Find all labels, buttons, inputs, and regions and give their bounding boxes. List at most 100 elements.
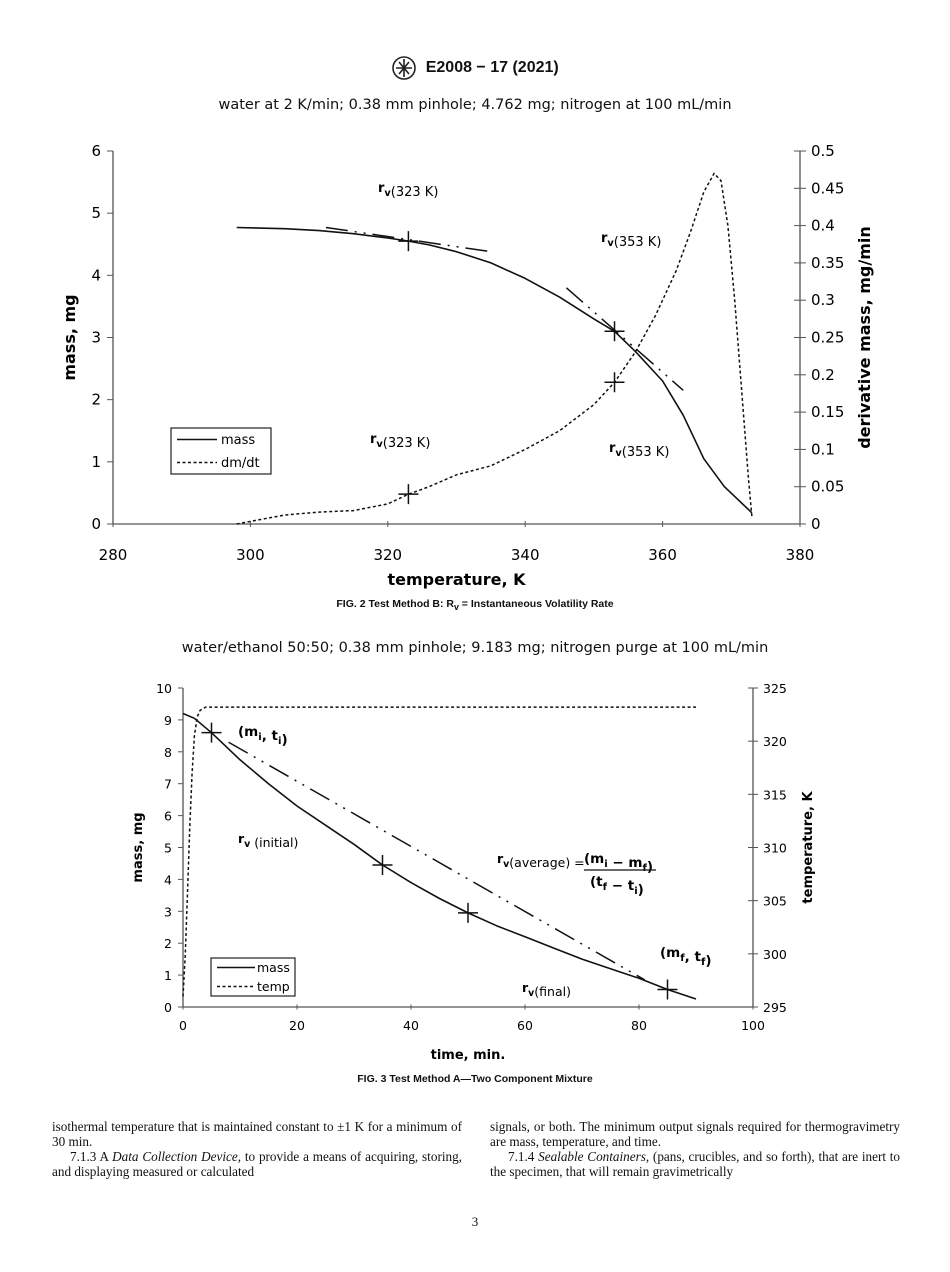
fig2-caption-rest: = Instantaneous Volatility Rate	[458, 598, 614, 610]
x-tick-label: 320	[373, 546, 402, 564]
tangent-line	[565, 287, 684, 391]
annotation-part: r	[609, 441, 616, 456]
annotation-part: v	[503, 859, 509, 870]
annotation-part: (initial)	[250, 835, 298, 850]
text: , (pans, crucibles, and so forth), that …	[490, 1149, 900, 1179]
text: , to provide a means of acquiring, stori…	[52, 1149, 462, 1179]
formula-part: − m	[608, 855, 643, 871]
series-line-mass	[182, 712, 697, 1000]
fig3-chart: 0 20 40 60 80 100 0 1 2 3 4 5 6 7 8 9 10 295 300 305 310 315 3…	[131, 681, 816, 1063]
legend-label: mass	[221, 433, 255, 448]
y-tick-label: 1	[91, 453, 101, 471]
annotation-part: (average) =	[509, 855, 584, 870]
annotation-part: f	[680, 953, 685, 964]
formula-denominator: (tf − ti)	[590, 874, 644, 898]
annotation-part: (m	[238, 724, 258, 740]
x-tick-label: 0	[179, 1018, 187, 1033]
y2-tick-label: 0.35	[811, 254, 844, 272]
y2-tick-label: 295	[763, 1000, 787, 1015]
rv-annotation: rv(353 K)	[601, 231, 661, 250]
body-left-column: isothermal temperature that is maintaine…	[52, 1119, 462, 1179]
x-tick-label: 340	[511, 546, 540, 564]
point-annotation: (mi, ti)	[238, 724, 288, 748]
fig2-caption-text: FIG. 2 Test Method B: R	[336, 598, 455, 610]
point-annotation: (mf, tf)	[660, 945, 712, 969]
y-tick-label: 2	[91, 391, 101, 409]
term: Sealable Containers	[538, 1149, 646, 1164]
y-axis-label: mass, mg	[131, 812, 146, 882]
fig2-caption: FIG. 2 Test Method B: Rv = Instantaneous…	[0, 598, 950, 612]
fig2-chart: 280 300 320 340 360 380 0 1 2 3 4 5 6 0 0.05 0.1 0.15 0.2…	[60, 142, 874, 589]
astm-logo-icon	[392, 56, 417, 80]
annotation-part: (353 K)	[614, 235, 662, 250]
formula-part: )	[638, 882, 644, 898]
y-tick-label: 4	[164, 872, 172, 887]
x-tick-label: 280	[99, 546, 128, 564]
y2-axis-label: temperature, K	[801, 791, 816, 904]
y-tick-label: 1	[164, 968, 172, 983]
formula-part: f	[643, 863, 648, 874]
crosshair-marker	[398, 484, 419, 505]
y-tick-label: 9	[164, 713, 172, 728]
crosshair-marker	[372, 855, 393, 876]
y2-tick-label: 320	[763, 734, 787, 749]
x-axis-label: temperature, K	[388, 570, 527, 589]
annotation-part: r	[497, 851, 504, 866]
y2-tick-label: 0.25	[811, 329, 844, 347]
legend-box	[210, 957, 296, 997]
rv-annotation: rv(final)	[522, 980, 571, 999]
body-paragraph: signals, or both. The minimum output sig…	[490, 1119, 900, 1149]
formula-part: f	[603, 882, 608, 893]
annotation-part: f	[701, 957, 706, 968]
annotation-part: r	[522, 980, 529, 995]
formula-numerator: (mi − mf)	[584, 851, 653, 875]
annotation-part: v	[384, 188, 391, 199]
y2-tick-label: 305	[763, 894, 787, 909]
y2-tick-label: 315	[763, 787, 787, 802]
y2-tick-label: 0.5	[811, 142, 835, 160]
annotation-part: r	[601, 231, 608, 246]
tangent-line	[228, 741, 646, 981]
x-tick-label: 40	[403, 1018, 419, 1033]
series-line-temp	[182, 706, 696, 997]
body-paragraph: isothermal temperature that is maintaine…	[52, 1119, 462, 1149]
formula-part: − t	[607, 878, 635, 894]
y-tick-label: 5	[164, 841, 172, 856]
legend-box	[170, 427, 272, 475]
annotation-part: v	[615, 448, 622, 459]
x-tick-label: 80	[631, 1018, 647, 1033]
series-line-dm-dt	[236, 172, 753, 525]
document-header: E2008 − 17 (2021)	[0, 56, 950, 80]
rv-annotation: rv(average) =	[497, 851, 585, 870]
annotation-part: (m	[660, 945, 680, 961]
crosshair-marker	[458, 902, 478, 923]
annotation-part: (final)	[534, 984, 571, 999]
rv-annotation: rv(353 K)	[609, 441, 669, 460]
y2-tick-label: 0.4	[811, 217, 835, 235]
y2-tick-label: 0.45	[811, 179, 844, 197]
formula-part: )	[647, 859, 653, 875]
annotation-part: i	[278, 736, 281, 747]
y-tick-label: 6	[164, 809, 172, 824]
annotation-part: i	[258, 732, 261, 743]
y-tick-label: 8	[164, 745, 172, 760]
y2-tick-label: 0.1	[811, 440, 835, 458]
x-tick-label: 380	[786, 546, 815, 564]
y-tick-label: 4	[91, 266, 101, 284]
section-number: 7.1.3 A	[70, 1149, 113, 1164]
x-tick-label: 360	[648, 546, 677, 564]
annotation-part: , t	[262, 728, 279, 744]
annotation-part: v	[376, 439, 383, 450]
y2-axis-label: derivative mass, mg/min	[855, 226, 874, 449]
x-tick-label: 60	[517, 1018, 533, 1033]
y2-tick-label: 0.3	[811, 291, 835, 309]
fig2-caption-sub: v	[454, 602, 459, 613]
fig3-caption: FIG. 3 Test Method A—Two Component Mixtu…	[357, 1073, 593, 1085]
x-axis-label: time, min.	[431, 1048, 506, 1063]
y2-tick-label: 0.2	[811, 366, 835, 384]
annotation-part: r	[370, 432, 377, 447]
legend-label: temp	[257, 979, 290, 994]
annotation-part: v	[607, 238, 614, 249]
rv-annotation: rv (initial)	[238, 831, 298, 850]
